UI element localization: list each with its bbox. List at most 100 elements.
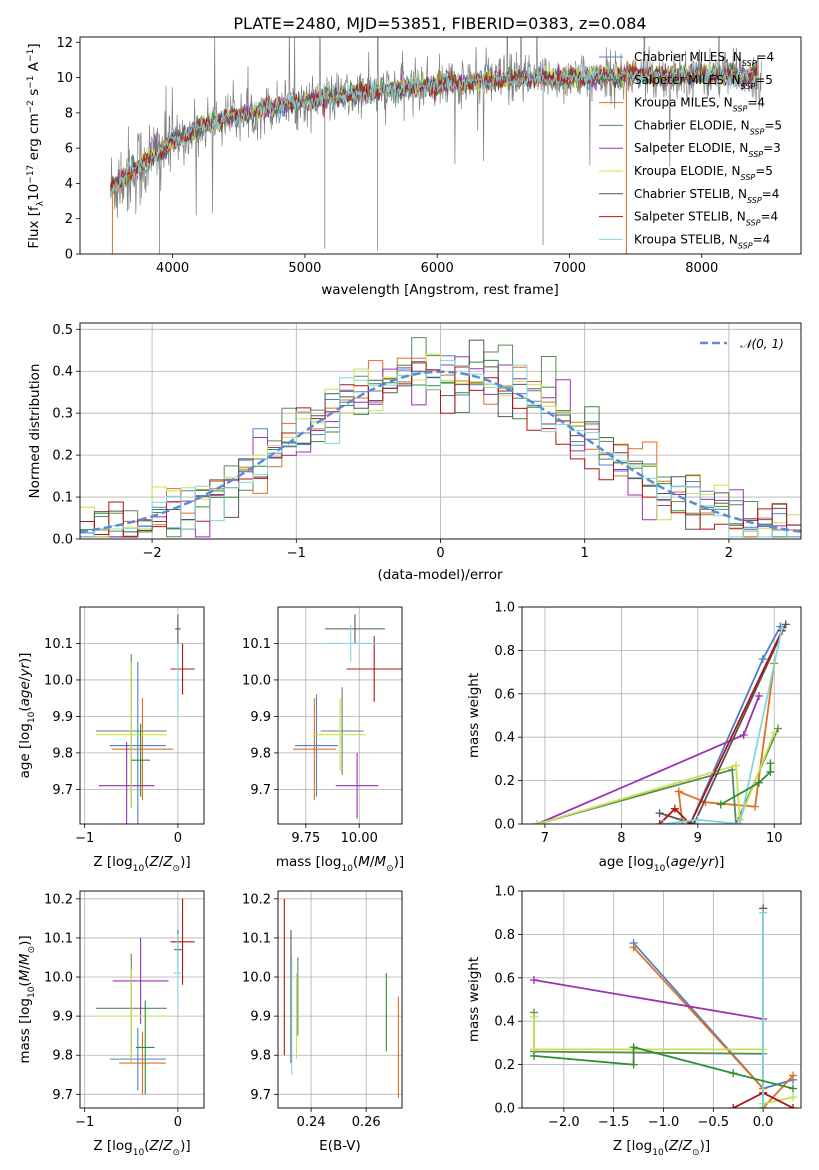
axes-frame — [521, 606, 802, 825]
series-line — [663, 628, 783, 824]
series-marker — [629, 943, 638, 952]
series-marker — [732, 820, 741, 824]
y-tick-label: 8 — [65, 106, 73, 121]
series-marker — [655, 809, 664, 818]
y-axis-label: mass weight — [466, 673, 482, 758]
massweight-vs-metallicity-panel: −2.0 −1.5 −1.0 −0.5 0.0 0.0 0.2 0.4 0.6 0.8 1.0 Z [… — [466, 885, 802, 1158]
y-tick-label: 9.7 — [52, 783, 73, 798]
series-marker — [759, 908, 768, 917]
x-tick-label: −2 — [143, 546, 162, 561]
series-marker — [781, 620, 790, 629]
x-tick-label: 1 — [581, 546, 589, 561]
model-spectrum-line — [109, 59, 758, 199]
plot-area — [529, 904, 798, 1108]
series-line — [537, 732, 776, 824]
x-axis-label: age [log10(age/yr)] — [599, 854, 725, 874]
x-axis-label: Z [log10(Z/Z⊙)] — [93, 1138, 190, 1158]
x-tick-label: 4000 — [156, 261, 189, 276]
x-tick-label: 9 — [694, 831, 702, 846]
spectrum-panel: 4000 5000 6000 7000 8000 0 2 4 6 8 10 12 wavelength … — [26, 36, 802, 298]
x-tick-label: 0.0 — [753, 1115, 774, 1130]
y-tick-label: 0.6 — [494, 971, 515, 986]
series-marker — [735, 820, 744, 824]
x-tick-label: 0 — [174, 831, 182, 846]
series-line — [720, 763, 772, 806]
legend-label: Chabrier STELIB, NSSP=4 — [634, 187, 779, 205]
y-tick-label: 0.5 — [52, 323, 73, 338]
y-tick-label: 12 — [56, 36, 73, 51]
series-marker — [789, 1084, 798, 1093]
x-tick-label: −1 — [75, 831, 94, 846]
axes-frame — [79, 890, 205, 1109]
x-axis-label: E(B-V) — [319, 1138, 361, 1154]
y-tick-label: 9.9 — [52, 710, 73, 725]
y-tick-label: 9.7 — [52, 1088, 73, 1103]
plot-area — [533, 620, 790, 824]
plot-area — [283, 898, 399, 1099]
y-tick-label: 10.0 — [242, 673, 271, 688]
axes-frame — [277, 606, 403, 825]
series-marker — [759, 1104, 768, 1108]
x-tick-label: 0 — [436, 546, 444, 561]
series-marker — [729, 1104, 738, 1108]
y-tick-label: 10 — [56, 71, 73, 86]
y-tick-label: 9.8 — [52, 746, 73, 761]
y-tick-label: 10.2 — [242, 892, 271, 907]
y-tick-label: 0.4 — [494, 1015, 515, 1030]
mass-vs-ebv-panel: 0.24 0.26 9.7 9.8 9.9 10.0 10.1 10.2 E(B-V) — [242, 890, 403, 1154]
y-tick-label: 10.0 — [242, 971, 271, 986]
axes-frame — [521, 890, 802, 1109]
x-tick-label: −1.5 — [598, 1115, 630, 1130]
axes-frame — [277, 890, 403, 1109]
legend-label: Kroupa MILES, NSSP=4 — [634, 96, 765, 114]
y-tick-label: 9.9 — [52, 1010, 73, 1025]
y-tick-label: 10.0 — [44, 971, 73, 986]
y-axis-label: mass weight — [466, 957, 482, 1042]
y-tick-label: 0.0 — [494, 818, 515, 833]
series-marker — [777, 624, 786, 633]
y-tick-label: 9.7 — [250, 783, 271, 798]
series-marker — [689, 820, 698, 824]
y-tick-label: 4 — [65, 177, 73, 192]
x-tick-label: 8000 — [685, 261, 718, 276]
series-marker — [674, 787, 683, 796]
y-tick-label: 0.4 — [52, 365, 73, 380]
series-marker — [789, 1104, 798, 1108]
y-tick-label: 0.6 — [494, 687, 515, 702]
series-line — [533, 1012, 764, 1108]
series-marker — [670, 804, 679, 813]
series-marker — [739, 731, 748, 740]
y-tick-label: 0.1 — [52, 491, 73, 506]
y-tick-label: 0.0 — [52, 533, 73, 548]
y-tick-label: 2 — [65, 212, 73, 227]
x-tick-label: 2 — [725, 546, 733, 561]
x-axis-label: (data-model)/error — [377, 567, 503, 583]
x-axis-label: wavelength [Angstrom, rest frame] — [321, 282, 559, 298]
series-marker — [529, 1012, 538, 1021]
x-tick-label: 9.75 — [291, 831, 320, 846]
y-tick-label: 10.1 — [242, 931, 271, 946]
normal-reference-curve — [80, 370, 801, 533]
y-tick-label: 10.2 — [44, 892, 73, 907]
y-tick-label: 10.1 — [44, 931, 73, 946]
axes-frame — [79, 36, 802, 255]
massweight-vs-age-panel: 7 8 9 10 0.0 0.2 0.4 0.6 0.8 1.0 age [log10(age/yr… — [466, 601, 802, 874]
spectrum-legend: Chabrier MILES, NSSP=4 Salpeter MILES, NS… — [599, 50, 782, 250]
axes-frame — [79, 322, 802, 540]
axes-frame — [79, 606, 205, 825]
series-marker — [629, 1043, 638, 1052]
plot-area — [95, 898, 195, 1095]
age-vs-mass-panel: 9.75 10.00 9.7 9.8 9.9 10.0 10.1 mass [log10(M/… — [242, 606, 404, 874]
residual-histogram-step — [80, 362, 801, 538]
x-tick-label: −1 — [75, 1115, 94, 1130]
legend-label: Chabrier MILES, NSSP=4 — [634, 50, 774, 68]
series-marker — [655, 820, 664, 824]
x-tick-label: 0.24 — [297, 1115, 326, 1130]
x-tick-label: −2.0 — [548, 1115, 580, 1130]
y-axis-label: Flux [fλ10−17 erg cm−2 s−1 A−1] — [26, 43, 46, 248]
series-marker — [716, 800, 725, 809]
y-tick-label: 0 — [65, 248, 73, 263]
series-marker — [629, 1060, 638, 1069]
x-tick-label: −1 — [287, 546, 306, 561]
